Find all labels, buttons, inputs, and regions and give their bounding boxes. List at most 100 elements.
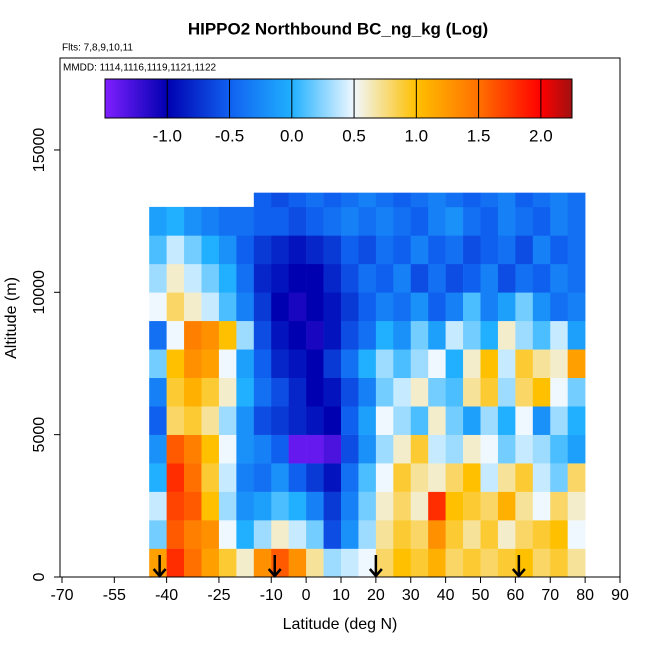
heat-cell	[341, 377, 359, 407]
x-tick-label: 0	[302, 587, 311, 604]
heat-cell	[184, 349, 202, 379]
heat-cell	[445, 320, 464, 350]
heat-cell	[375, 292, 394, 322]
heat-cell	[236, 235, 255, 265]
heat-cell	[393, 377, 412, 407]
x-tick-label: 10	[332, 587, 350, 604]
heat-cell	[184, 377, 202, 407]
heat-cell	[463, 206, 481, 236]
x-tick-label: -40	[155, 587, 178, 604]
heat-cell	[428, 520, 446, 549]
heat-cell	[236, 406, 255, 435]
heat-cell	[515, 263, 534, 293]
heat-cell	[393, 491, 412, 521]
heat-cell	[445, 235, 464, 265]
heat-cell	[306, 548, 324, 578]
heat-cell	[306, 206, 324, 236]
heat-cell	[393, 320, 412, 350]
arrow-marker	[368, 555, 383, 578]
x-tick-label: -10	[260, 587, 283, 604]
heat-cell	[445, 463, 464, 492]
heat-cell	[428, 377, 446, 407]
heat-cell	[375, 192, 394, 208]
heat-cell	[166, 434, 185, 464]
x-tick-label: 20	[367, 587, 385, 604]
heat-cell	[463, 292, 481, 322]
heat-cell	[480, 377, 499, 407]
heat-cell	[184, 406, 202, 435]
heat-cell	[567, 349, 586, 379]
heat-cell	[532, 491, 551, 521]
heat-cell	[184, 491, 202, 521]
heat-cell	[480, 434, 499, 464]
heat-cell	[271, 463, 289, 492]
heat-cell	[393, 434, 412, 464]
heat-cell	[166, 349, 185, 379]
heat-cell	[184, 235, 202, 265]
y-tick-label: 10000	[31, 270, 48, 315]
heat-cell	[218, 434, 237, 464]
arrow-head	[368, 568, 383, 578]
heat-cell	[497, 434, 516, 464]
heat-cell	[532, 320, 551, 350]
heat-cell	[341, 349, 359, 379]
heat-cell	[149, 463, 167, 492]
heat-cell	[375, 206, 394, 236]
heat-cell	[288, 292, 307, 322]
heat-cell	[218, 520, 237, 549]
heat-cell	[149, 377, 167, 407]
heat-cell	[358, 491, 377, 521]
heat-cell	[253, 292, 272, 322]
heat-cell	[201, 491, 220, 521]
heat-cell	[515, 206, 534, 236]
heat-cell	[497, 320, 516, 350]
heat-cell	[445, 491, 464, 521]
heat-cell	[567, 206, 586, 236]
heat-cell	[463, 235, 481, 265]
heat-cell	[184, 263, 202, 293]
heat-cell	[218, 548, 237, 578]
heat-cell	[236, 520, 255, 549]
heat-cell	[550, 192, 568, 208]
x-tick-label: 60	[506, 587, 524, 604]
heat-cell	[393, 235, 412, 265]
heat-cell	[532, 520, 551, 549]
heat-cell	[567, 235, 586, 265]
heat-cell	[166, 463, 185, 492]
heat-cell	[410, 434, 429, 464]
heat-cell	[428, 206, 446, 236]
heat-cell	[358, 406, 377, 435]
heat-cell	[218, 235, 237, 265]
heat-cell	[515, 377, 534, 407]
heat-cell	[550, 292, 568, 322]
heat-cell	[271, 192, 289, 208]
heat-cell	[410, 406, 429, 435]
heat-cell	[497, 406, 516, 435]
heat-cell	[184, 434, 202, 464]
colorbar	[104, 78, 573, 119]
heat-cell	[463, 548, 481, 578]
heat-cell	[166, 491, 185, 521]
heat-cell	[323, 235, 342, 265]
heat-cell	[550, 463, 568, 492]
heat-cell	[463, 491, 481, 521]
colorbar-tick-label: 0.0	[280, 126, 304, 145]
heat-cell	[341, 235, 359, 265]
heat-cell	[341, 434, 359, 464]
heat-cell	[463, 520, 481, 549]
heat-cell	[515, 406, 534, 435]
heat-cell	[428, 235, 446, 265]
heat-cell	[480, 235, 499, 265]
heat-cell	[463, 320, 481, 350]
heat-cell	[567, 491, 586, 521]
subtitle: Flts: 7,8,9,10,11	[62, 43, 133, 54]
heat-cell	[271, 349, 289, 379]
heat-cell	[253, 320, 272, 350]
heat-cell	[306, 406, 324, 435]
heat-cell	[271, 263, 289, 293]
heat-cell	[550, 406, 568, 435]
heat-cell	[166, 206, 185, 236]
heat-cell	[532, 263, 551, 293]
heat-cell	[166, 292, 185, 322]
heat-cell	[567, 192, 586, 208]
